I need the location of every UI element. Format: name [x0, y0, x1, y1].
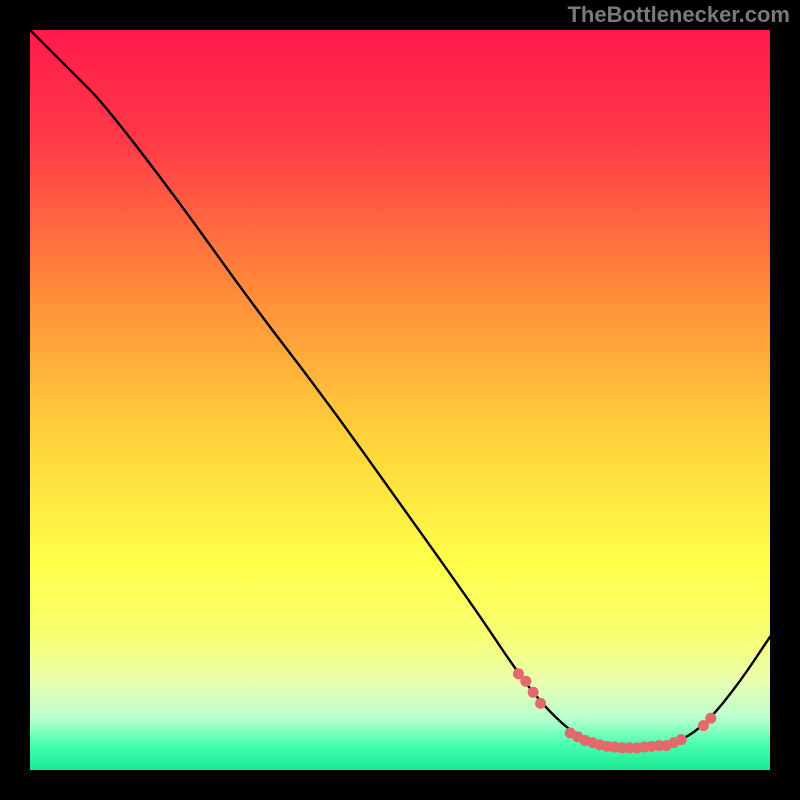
watermark-text: TheBottlenecker.com [567, 2, 790, 28]
marker-point [698, 721, 708, 731]
marker-point [706, 713, 716, 723]
marker-point [521, 676, 531, 686]
marker-point [528, 687, 538, 697]
marker-point [676, 735, 686, 745]
marker-point [536, 698, 546, 708]
gradient-background [30, 30, 770, 770]
chart-stage: TheBottlenecker.com [0, 0, 800, 800]
marker-point [513, 669, 523, 679]
bottleneck-plot [0, 0, 800, 800]
